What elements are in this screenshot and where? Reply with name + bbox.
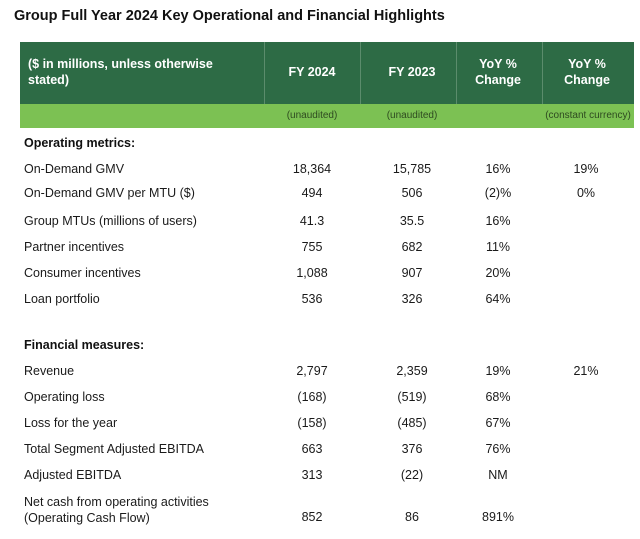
fy2023-value: 326: [401, 292, 423, 306]
yoy-value: 16%: [485, 162, 511, 176]
yoy-value: 76%: [485, 442, 511, 456]
yoy-value: (2)%: [484, 186, 512, 200]
row-label: Loss for the year: [24, 416, 118, 430]
cc-value: 19%: [573, 162, 599, 176]
table-row: On-Demand GMV 18,364 15,785 16% 19%: [20, 162, 634, 180]
fy2023-value: 376: [401, 442, 423, 456]
yoy-value: 891%: [482, 510, 514, 524]
table-subheader: (unaudited) (unaudited) (constant curren…: [20, 104, 634, 128]
fy2023-value: (22): [400, 468, 424, 482]
table-row: Net cash from operating activities (Oper…: [20, 494, 634, 528]
header-yoy-change-cc: YoY % Change: [564, 57, 610, 87]
fy2024-value: 755: [301, 240, 323, 254]
fy2024-value: 2,797: [296, 364, 328, 378]
yoy-value: 11%: [485, 240, 511, 254]
cc-value: 21%: [573, 364, 599, 378]
fy2023-value: 15,785: [392, 162, 432, 176]
row-label: Loan portfolio: [24, 292, 100, 306]
header-units: ($ in millions, unless otherwise stated): [28, 57, 213, 87]
column-divider: [542, 42, 543, 128]
fy2024-value: 852: [301, 510, 323, 524]
header-yoy-change: YoY % Change: [475, 57, 521, 87]
fy2024-value: 41.3: [299, 214, 325, 228]
yoy-value: 64%: [485, 292, 511, 306]
row-label: Operating loss: [24, 390, 105, 404]
yoy-value: 20%: [485, 266, 511, 280]
fy2023-value: 35.5: [399, 214, 425, 228]
row-label: Group MTUs (millions of users): [24, 214, 197, 228]
subheader-fy2023: (unaudited): [386, 110, 438, 121]
table-row: Group MTUs (millions of users) 41.3 35.5…: [20, 214, 634, 232]
table-row: Consumer incentives 1,088 907 20%: [20, 266, 634, 284]
fy2024-value: 494: [301, 186, 323, 200]
fy2024-value: 18,364: [292, 162, 332, 176]
table-row: Revenue 2,797 2,359 19% 21%: [20, 364, 634, 382]
page-title: Group Full Year 2024 Key Operational and…: [14, 8, 445, 24]
header-fy2024: FY 2024: [288, 65, 336, 79]
fy2023-value: (519): [397, 390, 427, 404]
fy2024-value: (158): [297, 416, 327, 430]
table-row: Operating loss (168) (519) 68%: [20, 390, 634, 408]
yoy-value: NM: [488, 468, 508, 482]
subheader-constant-currency: (constant currency): [545, 110, 631, 121]
table-row: Adjusted EBITDA 313 (22) NM: [20, 468, 634, 486]
cc-value: 0%: [576, 186, 596, 200]
column-divider: [264, 42, 265, 128]
fy2024-value: 663: [301, 442, 323, 456]
row-label-line1: Net cash from operating activities: [24, 495, 209, 509]
section-title-financial: Financial measures:: [24, 338, 145, 352]
table-row: Partner incentives 755 682 11%: [20, 240, 634, 258]
fy2024-value: 1,088: [296, 266, 328, 280]
fy2023-value: 506: [401, 186, 423, 200]
fy2024-value: 536: [301, 292, 323, 306]
section-title-operating: Operating metrics:: [24, 136, 136, 150]
fy2023-value: 86: [405, 510, 419, 524]
table-row: Total Segment Adjusted EBITDA 663 376 76…: [20, 442, 634, 460]
column-divider: [456, 42, 457, 128]
fy2024-value: (168): [297, 390, 327, 404]
subheader-fy2024: (unaudited): [286, 110, 338, 121]
row-label: On-Demand GMV: [24, 162, 125, 176]
table-header: ($ in millions, unless otherwise stated)…: [20, 42, 634, 104]
row-label: Consumer incentives: [24, 266, 141, 280]
yoy-value: 67%: [485, 416, 511, 430]
yoy-value: 68%: [485, 390, 511, 404]
row-label: Net cash from operating activities (Oper…: [24, 494, 264, 526]
fy2023-value: 907: [401, 266, 423, 280]
row-label: On-Demand GMV per MTU ($): [24, 186, 195, 200]
row-label: Adjusted EBITDA: [24, 468, 122, 482]
column-divider: [360, 42, 361, 128]
table-row: Loss for the year (158) (485) 67%: [20, 416, 634, 434]
yoy-value: 19%: [485, 364, 511, 378]
row-label: Partner incentives: [24, 240, 125, 254]
header-fy2023: FY 2023: [388, 65, 436, 79]
fy2023-value: 682: [401, 240, 423, 254]
table-row: Loan portfolio 536 326 64%: [20, 292, 634, 310]
fy2024-value: 313: [301, 468, 323, 482]
row-label-line2: (Operating Cash Flow): [24, 511, 150, 525]
yoy-value: 16%: [485, 214, 511, 228]
row-label: Revenue: [24, 364, 75, 378]
highlights-table: ($ in millions, unless otherwise stated)…: [20, 42, 634, 539]
row-label: Total Segment Adjusted EBITDA: [24, 442, 204, 456]
fy2023-value: (485): [397, 416, 427, 430]
fy2023-value: 2,359: [396, 364, 428, 378]
table-row: On-Demand GMV per MTU ($) 494 506 (2)% 0…: [20, 186, 634, 204]
